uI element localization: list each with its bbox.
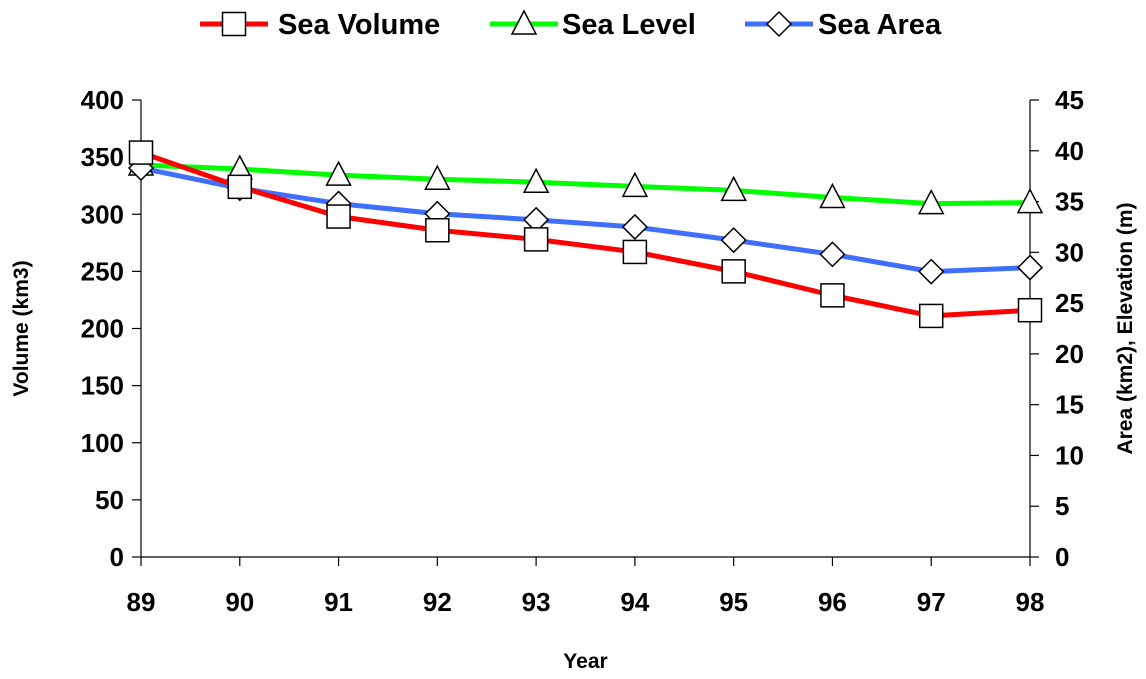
y-left-tick-label: 400 xyxy=(81,85,124,115)
legend-label: Sea Volume xyxy=(278,9,440,41)
data-point-sea-volume xyxy=(721,259,746,284)
x-tick-label: 94 xyxy=(620,587,649,617)
legend-marker xyxy=(510,9,538,35)
data-point-sea-volume xyxy=(425,217,450,243)
y-right-tick-label: 10 xyxy=(1055,440,1084,470)
legend-label: Sea Area xyxy=(818,9,942,41)
data-point-sea-volume xyxy=(1017,297,1043,323)
data-point-sea-area xyxy=(621,213,648,241)
data-point-sea-level xyxy=(819,182,846,209)
data-point-sea-level xyxy=(325,160,352,186)
data-point-sea-volume xyxy=(820,283,845,308)
legend-label: Sea Level xyxy=(562,9,696,41)
y-left-tick-label: 100 xyxy=(81,428,124,458)
legend-marker xyxy=(221,11,247,37)
data-point-sea-volume xyxy=(227,174,253,200)
y-left-tick-label: 200 xyxy=(81,314,124,344)
data-point-sea-volume xyxy=(326,204,351,229)
legend-marker xyxy=(765,10,793,38)
y-right-tick-label: 35 xyxy=(1055,187,1084,217)
x-tick-label: 96 xyxy=(818,587,847,617)
y-right-tick-label: 20 xyxy=(1055,339,1084,369)
y-axis-right-title: Area (km2), Elevation (m) xyxy=(1114,202,1137,454)
y-left-tick-label: 50 xyxy=(95,485,124,515)
y-right-tick-label: 45 xyxy=(1055,85,1084,115)
y-left-tick-label: 250 xyxy=(81,256,124,286)
data-point-sea-area xyxy=(918,258,945,285)
data-point-sea-level xyxy=(720,175,747,202)
x-tick-label: 89 xyxy=(127,587,156,617)
data-point-sea-level xyxy=(424,164,451,190)
data-point-sea-level xyxy=(917,188,945,215)
x-tick-label: 98 xyxy=(1016,587,1045,617)
plot-area xyxy=(127,140,1044,329)
y-right-tick-label: 30 xyxy=(1055,237,1084,267)
data-point-sea-volume xyxy=(918,303,944,329)
y-left-tick-label: 150 xyxy=(81,371,124,401)
y-right-tick-label: 40 xyxy=(1055,136,1084,166)
y-right-tick-label: 25 xyxy=(1055,288,1084,318)
y-left-tick-label: 300 xyxy=(81,199,124,229)
data-point-sea-level xyxy=(621,171,649,198)
x-tick-label: 91 xyxy=(324,587,353,617)
data-point-sea-level xyxy=(1016,187,1044,214)
data-point-sea-volume xyxy=(128,140,154,165)
y-left-tick-label: 0 xyxy=(110,542,124,572)
data-point-sea-volume xyxy=(523,227,549,252)
legend: Sea Volume Sea Level Sea Area xyxy=(200,9,942,41)
data-point-sea-area xyxy=(1016,254,1044,281)
y-right-tick-label: 0 xyxy=(1055,542,1069,572)
data-point-sea-level xyxy=(522,167,550,194)
x-tick-label: 97 xyxy=(917,587,946,617)
x-tick-label: 90 xyxy=(225,587,254,617)
y-axis-left-title: Volume (km3) xyxy=(10,260,33,396)
x-tick-label: 93 xyxy=(522,587,551,617)
y-right-tick-label: 15 xyxy=(1055,390,1084,420)
x-tick-label: 95 xyxy=(719,587,748,617)
y-left-tick-label: 350 xyxy=(81,142,124,172)
data-point-sea-area xyxy=(819,241,846,268)
series-line-sea-volume xyxy=(140,150,1031,319)
x-axis-title: Year xyxy=(563,650,607,673)
series-line-sea-area xyxy=(140,165,1031,275)
axes: 0 50 100 150 200 250 300 350 400 0 5 10 15 20 25 30 35 40… xyxy=(81,85,1084,617)
data-point-sea-volume xyxy=(622,239,648,265)
data-point-sea-area xyxy=(720,227,747,254)
x-tick-label: 92 xyxy=(423,587,452,617)
y-right-tick-label: 5 xyxy=(1055,491,1069,521)
series-line-sea-level xyxy=(140,162,1031,207)
